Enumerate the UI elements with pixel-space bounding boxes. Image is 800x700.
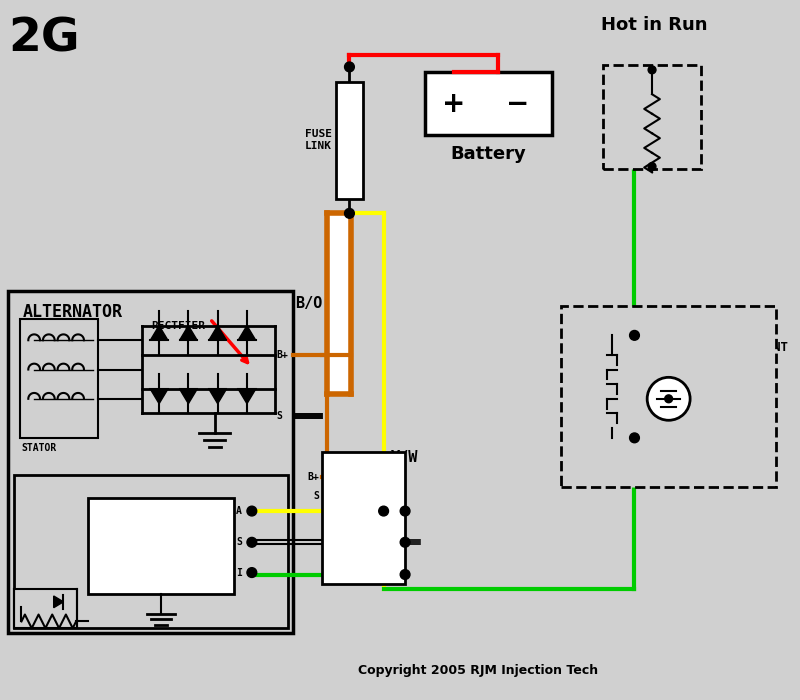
Bar: [603, 65, 701, 169]
Circle shape: [665, 395, 673, 402]
Circle shape: [400, 538, 410, 547]
Text: LG/R: LG/R: [639, 470, 676, 484]
Polygon shape: [150, 326, 168, 340]
Text: −: −: [506, 90, 529, 118]
Text: Battery: Battery: [450, 145, 526, 163]
Text: S: S: [276, 412, 282, 421]
Text: ALTERNATOR: ALTERNATOR: [22, 303, 122, 321]
Circle shape: [400, 506, 410, 516]
Bar: [336, 82, 363, 199]
Text: S: S: [314, 491, 319, 501]
Text: 12
Ga
G
R
A
T: 12 Ga G R A T: [345, 110, 354, 171]
Circle shape: [647, 377, 690, 420]
Bar: [19, 318, 98, 438]
Bar: [322, 452, 405, 584]
Bar: [88, 498, 234, 594]
Bar: [562, 306, 776, 486]
Bar: [8, 291, 293, 633]
Circle shape: [345, 62, 354, 72]
Polygon shape: [209, 389, 226, 404]
Bar: [425, 72, 551, 135]
Polygon shape: [180, 326, 197, 340]
Text: FIELD: FIELD: [30, 602, 63, 612]
Circle shape: [630, 332, 638, 340]
Text: B+: B+: [276, 350, 288, 360]
Circle shape: [400, 570, 410, 580]
Polygon shape: [180, 389, 197, 404]
Circle shape: [247, 506, 257, 516]
Text: Y/W: Y/W: [391, 450, 419, 465]
Text: S: S: [236, 538, 242, 547]
Text: I: I: [236, 568, 242, 578]
Polygon shape: [209, 326, 226, 340]
Text: +: +: [442, 90, 466, 118]
Polygon shape: [238, 389, 256, 404]
Text: REGULATOR: REGULATOR: [78, 480, 146, 493]
Bar: [327, 214, 351, 394]
Text: A: A: [236, 506, 242, 516]
Circle shape: [378, 506, 389, 516]
Text: STATOR: STATOR: [22, 442, 57, 453]
Circle shape: [345, 209, 354, 218]
Text: Copyright 2005 RJM Injection Tech: Copyright 2005 RJM Injection Tech: [358, 664, 598, 677]
Text: B+: B+: [307, 472, 319, 482]
Circle shape: [648, 162, 656, 170]
Text: Hot in Run: Hot in Run: [601, 16, 707, 34]
Circle shape: [630, 330, 639, 340]
Circle shape: [247, 568, 257, 578]
Bar: [14, 475, 288, 628]
Text: RECTFIER: RECTFIER: [151, 321, 206, 330]
Bar: [14, 589, 77, 628]
Text: B/O: B/O: [294, 296, 322, 311]
Polygon shape: [54, 596, 63, 608]
Text: 20A: 20A: [658, 112, 678, 122]
Polygon shape: [238, 326, 256, 340]
Circle shape: [648, 66, 656, 74]
Text: FUSE
LINK: FUSE LINK: [305, 130, 332, 151]
Text: 510
OHMS: 510 OHMS: [573, 373, 597, 395]
Circle shape: [630, 433, 639, 442]
Circle shape: [247, 538, 257, 547]
Text: OPTIONAL
INSTRUMENT
CLUSTER
CHARGE
LAMP: OPTIONAL INSTRUMENT CLUSTER CHARGE LAMP: [713, 326, 787, 398]
Polygon shape: [150, 389, 168, 404]
Text: W/BK: W/BK: [342, 526, 375, 540]
Text: 2G: 2G: [8, 16, 79, 61]
Text: SENSING
AND
SWITCHING
CIRCUITS: SENSING AND SWITCHING CIRCUITS: [133, 524, 189, 568]
